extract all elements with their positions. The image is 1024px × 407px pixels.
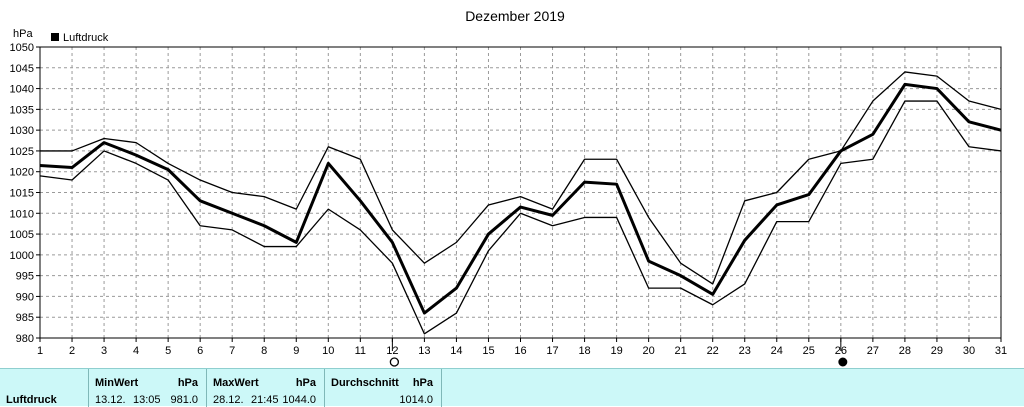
new-moon-icon bbox=[838, 357, 848, 367]
max-unit: hPa bbox=[295, 377, 316, 389]
y-tick-label: 1035 bbox=[10, 104, 34, 116]
x-tick-label: 27 bbox=[867, 345, 879, 357]
y-tick-label: 1045 bbox=[10, 63, 34, 75]
x-tick-label: 24 bbox=[771, 345, 783, 357]
chart-title: Dezember 2019 bbox=[465, 8, 565, 24]
series-line-min bbox=[39, 100, 1002, 335]
x-tick-label: 22 bbox=[707, 345, 719, 357]
y-tick-label: 980 bbox=[16, 333, 34, 345]
x-tick-label: 15 bbox=[482, 345, 494, 357]
x-tick-label: 23 bbox=[739, 345, 751, 357]
x-tick-label: 28 bbox=[899, 345, 911, 357]
x-tick-label: 1 bbox=[37, 345, 43, 357]
max-header: MaxWert bbox=[213, 377, 259, 389]
avg-unit: hPa bbox=[412, 377, 433, 389]
x-tick-label: 10 bbox=[322, 345, 334, 357]
statistics-panel: Luftdruck MinWert hPa 13.12. 13:05 981.0… bbox=[0, 368, 1024, 407]
series bbox=[39, 71, 1002, 335]
x-tick-label: 20 bbox=[643, 345, 655, 357]
y-tick-label: 1000 bbox=[10, 250, 34, 262]
min-time: 13:05 bbox=[133, 394, 161, 406]
x-tick-label: 5 bbox=[165, 345, 171, 357]
y-tick-label: 1005 bbox=[10, 229, 34, 241]
min-unit: hPa bbox=[177, 377, 198, 389]
max-value: 1044.0 bbox=[282, 394, 316, 406]
y-tick-label: 1030 bbox=[10, 125, 34, 137]
y-tick-label: 985 bbox=[16, 312, 34, 324]
y-tick-label: 1010 bbox=[10, 208, 34, 220]
x-tick-label: 8 bbox=[261, 345, 267, 357]
y-tick-label: 1040 bbox=[10, 84, 34, 96]
min-date: 13.12. bbox=[95, 394, 126, 406]
y-tick-label: 990 bbox=[16, 291, 34, 303]
series-line-avg bbox=[39, 82, 1002, 315]
y-tick-label: 1050 bbox=[10, 42, 34, 54]
x-tick-label: 3 bbox=[101, 345, 107, 357]
avg-stat-cell: Durchschnitt hPa 1014.0 bbox=[324, 369, 442, 407]
max-time: 21:45 bbox=[251, 394, 279, 406]
x-tick-label: 19 bbox=[610, 345, 622, 357]
x-axis: 1 2 3 4 5 6 7 8 9 10 11 12 13 14 15 16 17 18 19 20 21 22 23 24 2… bbox=[37, 338, 1007, 357]
x-tick-label: 13 bbox=[418, 345, 430, 357]
full-moon-icon bbox=[389, 357, 400, 367]
y-tick-label: 1015 bbox=[10, 188, 34, 200]
y-axis: 980 985 990 995 1000 1005 1010 1015 1020 1025 1030… bbox=[10, 42, 40, 345]
x-tick-label: 16 bbox=[514, 345, 526, 357]
y-tick-label: 995 bbox=[16, 271, 34, 283]
x-tick-label: 31 bbox=[995, 345, 1007, 357]
x-tick-label: 25 bbox=[803, 345, 815, 357]
avg-value: 1014.0 bbox=[399, 394, 433, 406]
legend-swatch bbox=[51, 33, 59, 41]
x-tick-label: 21 bbox=[675, 345, 687, 357]
x-tick-label: 29 bbox=[931, 345, 943, 357]
x-tick-label: 4 bbox=[133, 345, 139, 357]
legend-label: Luftdruck bbox=[63, 32, 109, 44]
y-axis-unit-label: hPa bbox=[13, 28, 33, 40]
x-tick-label: 11 bbox=[355, 345, 366, 357]
x-tick-label: 30 bbox=[963, 345, 975, 357]
grid bbox=[40, 47, 1001, 338]
x-tick-label: 7 bbox=[229, 345, 235, 357]
x-tick-label: 17 bbox=[546, 345, 558, 357]
x-tick-label: 2 bbox=[69, 345, 75, 357]
x-tick-label: 18 bbox=[578, 345, 590, 357]
stats-row-label: Luftdruck bbox=[6, 394, 57, 406]
moon-phases bbox=[389, 338, 848, 367]
y-tick-label: 1020 bbox=[10, 167, 34, 179]
x-tick-label: 14 bbox=[450, 345, 462, 357]
y-tick-label: 1025 bbox=[10, 146, 34, 158]
min-value: 981.0 bbox=[170, 394, 198, 406]
x-tick-label: 9 bbox=[293, 345, 299, 357]
avg-header: Durchschnitt bbox=[331, 377, 399, 389]
pressure-chart: Dezember 2019 hPa Luftdruck 980985990995… bbox=[10, 8, 1007, 367]
max-date: 28.12. bbox=[213, 394, 244, 406]
x-tick-label: 6 bbox=[197, 345, 203, 357]
max-stat-cell: MaxWert hPa 28.12. 21:45 1044.0 bbox=[206, 369, 324, 407]
min-stat-cell: MinWert hPa 13.12. 13:05 981.0 bbox=[88, 369, 206, 407]
min-header: MinWert bbox=[95, 377, 139, 389]
